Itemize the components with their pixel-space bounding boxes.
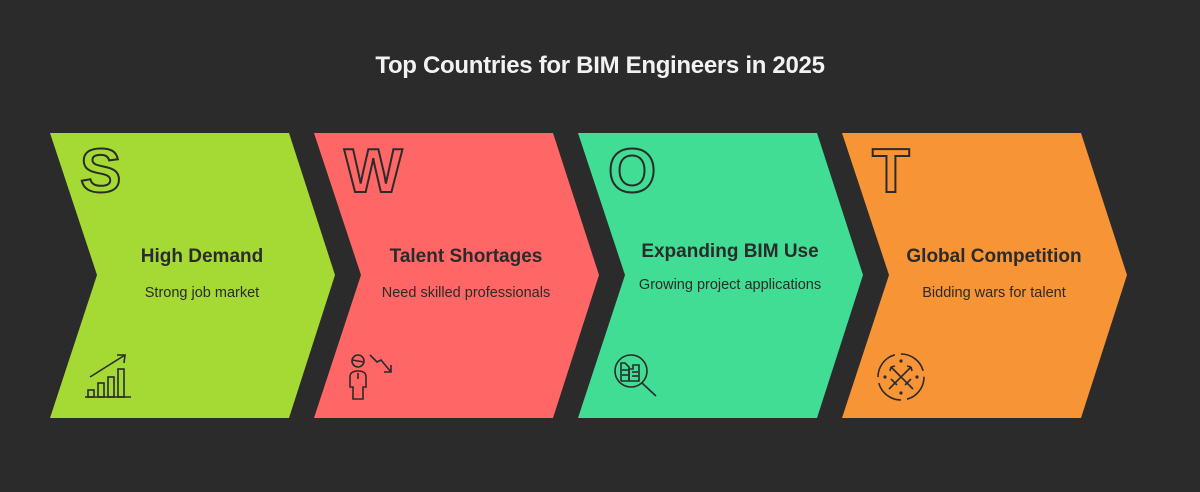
letter-w: W: [343, 137, 404, 206]
swot-card-strength: S High Demand Strong job market: [50, 133, 314, 418]
page-title: Top Countries for BIM Engineers in 2025: [375, 52, 825, 79]
swot-card-weakness: W Talent Shortages Need skilled professi…: [314, 133, 578, 418]
letter-t: T: [871, 137, 911, 206]
card-heading: Expanding BIM Use: [641, 241, 819, 262]
letter-s: S: [79, 137, 122, 206]
chevron-w: [314, 133, 599, 418]
chevron-s: [50, 133, 335, 418]
chevron-t: [842, 133, 1127, 418]
swot-card-threat: T Global Competition Bidding wars for ta…: [842, 133, 1106, 418]
card-heading: High Demand: [140, 246, 264, 267]
chevron-o: [578, 133, 863, 418]
chart-growth-icon: [85, 354, 131, 398]
letter-o: O: [607, 137, 657, 206]
crossed-swords-icon: [877, 353, 925, 401]
card-description: Growing project applications: [638, 277, 822, 293]
person-decline-icon: [349, 354, 392, 400]
card-description: Bidding wars for talent: [922, 285, 1066, 301]
swot-card-opportunity: O Expanding BIM Use Growing project appl…: [578, 133, 842, 418]
card-heading: Global Competition: [906, 246, 1082, 267]
building-search-icon: [614, 354, 657, 397]
card-description: Need skilled professionals: [381, 285, 551, 301]
card-heading: Talent Shortages: [389, 246, 543, 267]
card-description: Strong job market: [144, 285, 260, 301]
